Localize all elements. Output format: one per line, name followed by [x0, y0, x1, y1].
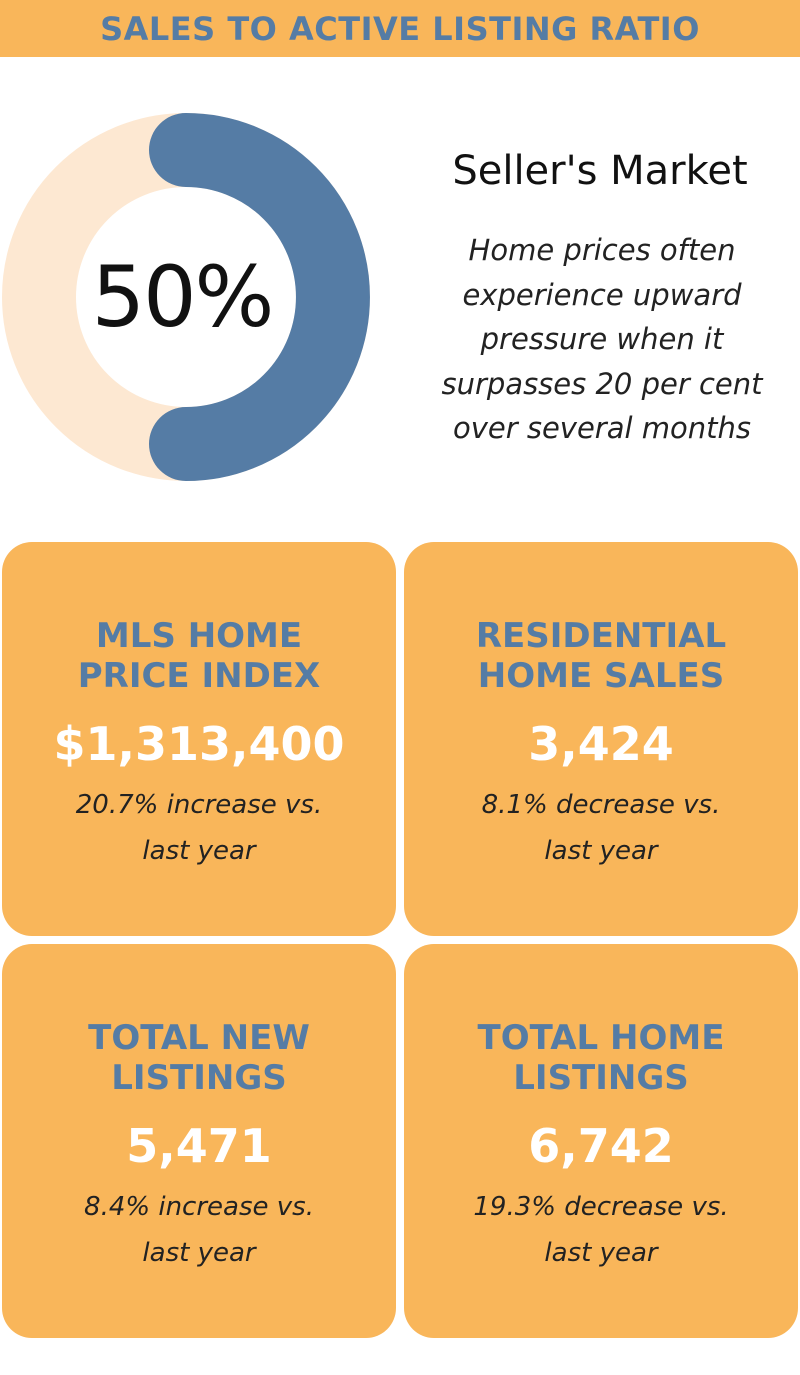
- stat-card-period: last year: [544, 1238, 658, 1268]
- stat-card-change-text: 8.4% increase vs.: [84, 1192, 314, 1222]
- stat-card-total-home-listings: TOTAL HOME LISTINGS 6,742 19.3% decrease…: [404, 944, 798, 1338]
- stat-card-title: MLS HOME PRICE INDEX: [77, 616, 321, 696]
- stat-card-value: 6,742: [528, 1119, 674, 1173]
- stat-card-value: 5,471: [126, 1119, 272, 1173]
- stat-card-residential-home-sales: RESIDENTIAL HOME SALES 3,424 8.1% decrea…: [404, 542, 798, 936]
- stat-card-change: 20.7% increase vs. last year: [2, 782, 396, 874]
- stat-card-change: 8.1% decrease vs. last year: [404, 782, 798, 874]
- stat-card-change-text: 19.3% decrease vs.: [473, 1192, 729, 1222]
- donut-segment-sales: [149, 113, 370, 481]
- stat-card-change: 8.4% increase vs. last year: [2, 1184, 396, 1276]
- stat-card-title: RESIDENTIAL HOME SALES: [475, 616, 727, 696]
- stat-card-period: last year: [142, 836, 256, 866]
- donut-chart: 50%: [0, 108, 372, 486]
- stat-card-title: TOTAL NEW LISTINGS: [88, 1018, 310, 1098]
- stat-card-change-text: 8.1% decrease vs.: [481, 790, 721, 820]
- stat-card-value: 3,424: [528, 717, 674, 771]
- page-title: SALES TO ACTIVE LISTING RATIO: [100, 9, 700, 48]
- stat-card-change: 19.3% decrease vs. last year: [404, 1184, 798, 1276]
- stat-card-value: $1,313,400: [53, 717, 345, 771]
- stat-card-total-new-listings: TOTAL NEW LISTINGS 5,471 8.4% increase v…: [2, 944, 396, 1338]
- stat-card-period: last year: [544, 836, 658, 866]
- market-status-title: Seller's Market: [452, 148, 748, 194]
- market-status-description: Home prices often experience upward pres…: [441, 233, 763, 445]
- stat-card-home-price-index: MLS HOME PRICE INDEX $1,313,400 20.7% in…: [2, 542, 396, 936]
- stat-card-title: TOTAL HOME LISTINGS: [477, 1018, 725, 1098]
- header-banner: SALES TO ACTIVE LISTING RATIO: [0, 0, 800, 57]
- stat-card-change-text: 20.7% increase vs.: [75, 790, 323, 820]
- stat-card-period: last year: [142, 1238, 256, 1268]
